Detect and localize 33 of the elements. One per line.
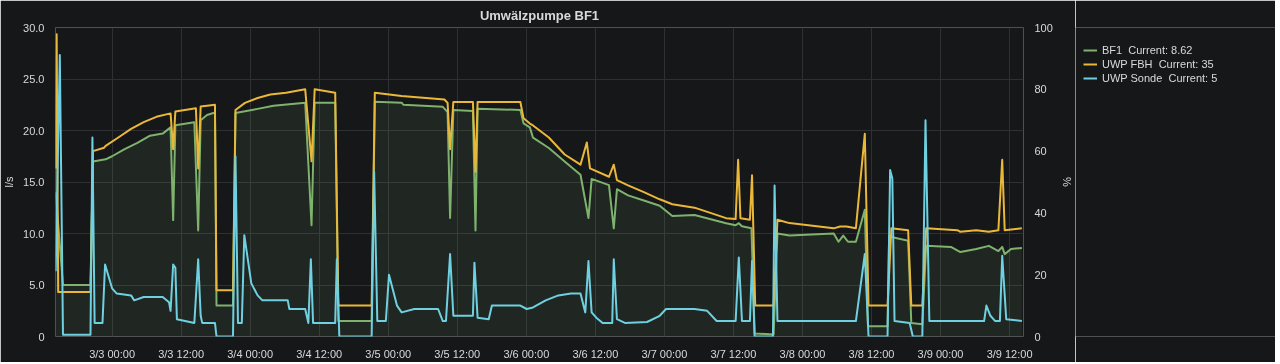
x-tick-label: 3/9 00:00 [917,347,964,360]
y-tick-label: 0 [38,330,45,343]
x-tick-label: 3/5 00:00 [365,347,412,360]
x-tick-label: 3/6 00:00 [503,347,550,360]
x-tick-label: 3/8 00:00 [779,347,826,360]
chart-title: Umwälzpumpe BF1 [479,7,600,23]
y-tick-label: 15.0 [23,176,45,188]
x-tick-label: 3/8 12:00 [848,347,895,360]
x-tick-label: 3/3 12:00 [158,347,205,360]
y2-tick-label: 60 [1034,145,1047,158]
y2-tick-label: 100 [1034,21,1053,34]
x-tick-label: 3/7 12:00 [710,347,757,360]
y-axis-title: l/s [3,176,16,188]
x-tick-label: 3/6 12:00 [572,347,619,360]
y-tick-label: 5.0 [29,279,45,291]
legend-label: UWP Sonde Current: 5 [1102,72,1218,84]
y-tick-label: 30.0 [23,21,45,34]
y2-tick-label: 0 [1034,330,1041,343]
x-tick-label: 3/4 12:00 [296,347,343,360]
x-tick-label: 3/7 00:00 [641,347,688,360]
x-tick-label: 3/9 12:00 [986,347,1033,360]
x-tick-label: 3/4 00:00 [227,347,274,360]
y2-axis-title: % [1060,177,1073,188]
y2-tick-label: 80 [1034,83,1047,96]
y-tick-label: 10.0 [23,227,45,240]
x-tick-label: 3/3 00:00 [89,347,136,360]
x-tick-label: 3/5 12:00 [434,347,481,360]
legend-label: UWP FBH Current: 35 [1102,58,1214,70]
y2-tick-label: 40 [1034,206,1047,219]
y-tick-label: 25.0 [23,73,45,85]
legend-label: BF1 Current: 8.62 [1102,44,1193,56]
y-tick-label: 20.0 [23,124,45,137]
y2-tick-label: 20 [1034,268,1047,281]
